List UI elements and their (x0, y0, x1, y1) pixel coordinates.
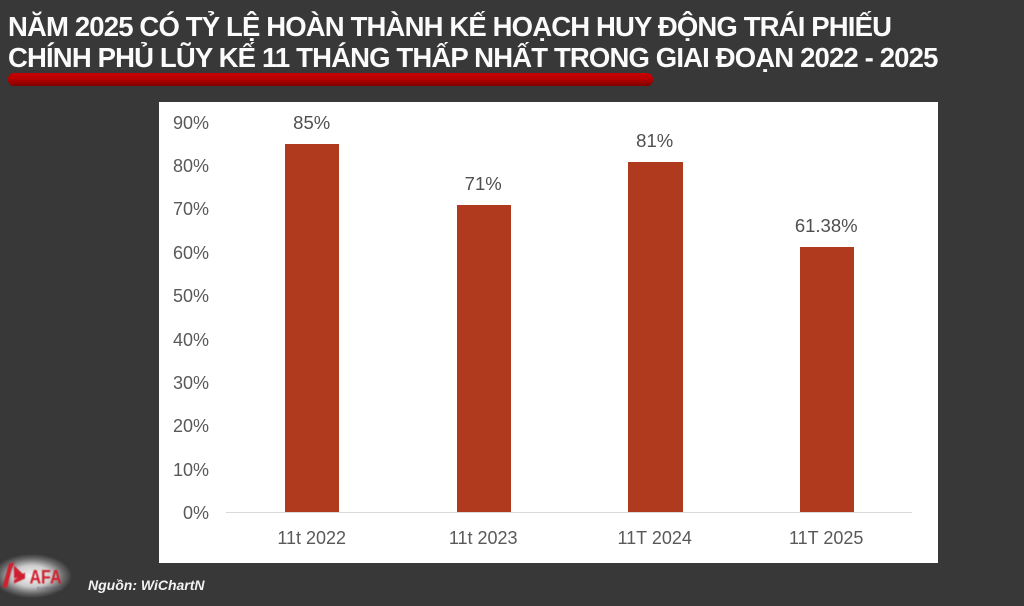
svg-text:AFA: AFA (30, 568, 62, 589)
svg-text:CAPITAL: CAPITAL (37, 586, 64, 591)
